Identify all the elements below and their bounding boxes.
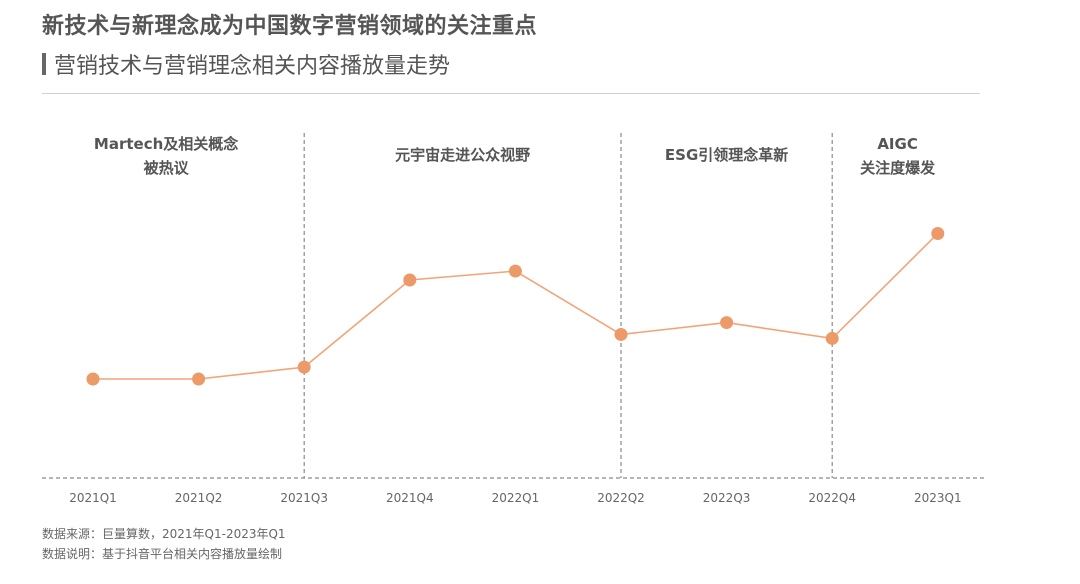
phase-label: 被热议	[144, 159, 190, 177]
phase-label: 元宇宙走进公众视野	[395, 146, 530, 164]
data-point	[403, 273, 417, 287]
page-title: 新技术与新理念成为中国数字营销领域的关注重点	[42, 14, 538, 39]
data-point	[931, 226, 945, 240]
series-line-group	[93, 232, 939, 380]
data-point	[720, 316, 734, 330]
subtitle-marker	[42, 53, 46, 75]
data-explanation-note: 数据说明：基于抖音平台相关内容播放量绘制	[42, 547, 283, 561]
x-tick-label: 2022Q2	[597, 491, 645, 505]
data-point	[297, 360, 311, 374]
series-line	[93, 232, 939, 380]
x-tick-label: 2021Q1	[69, 491, 117, 505]
phase-label: 关注度爆发	[860, 159, 936, 177]
data-point	[508, 264, 522, 278]
x-tick-label: 2022Q4	[808, 491, 856, 505]
subtitle-text: 营销技术与营销理念相关内容播放量走势	[54, 54, 451, 79]
x-tick-labels: 2021Q1 2021Q2 2021Q3 2021Q4 2022Q1 2022Q2 2022…	[69, 491, 961, 505]
chart-subtitle: 营销技术与营销理念相关内容播放量走势	[42, 48, 450, 80]
phase-label: AIGC	[877, 135, 918, 153]
header-divider	[42, 93, 980, 94]
phase-label: Martech及相关概念	[94, 135, 238, 153]
x-tick-label: 2021Q2	[175, 491, 223, 505]
data-point	[614, 327, 628, 341]
x-tick-label: 2022Q1	[492, 491, 540, 505]
phase-dividers	[303, 133, 833, 478]
x-tick-label: 2022Q3	[703, 491, 751, 505]
series-points	[86, 226, 945, 386]
data-point	[192, 372, 206, 386]
data-point	[825, 331, 839, 345]
phase-label: ESG引领理念革新	[665, 146, 788, 164]
data-point	[86, 372, 100, 386]
data-source-note: 数据来源：巨量算数，2021年Q1-2023年Q1	[42, 527, 286, 541]
x-tick-label: 2023Q1	[914, 491, 962, 505]
x-tick-label: 2021Q4	[386, 491, 434, 505]
x-tick-label: 2021Q3	[280, 491, 328, 505]
